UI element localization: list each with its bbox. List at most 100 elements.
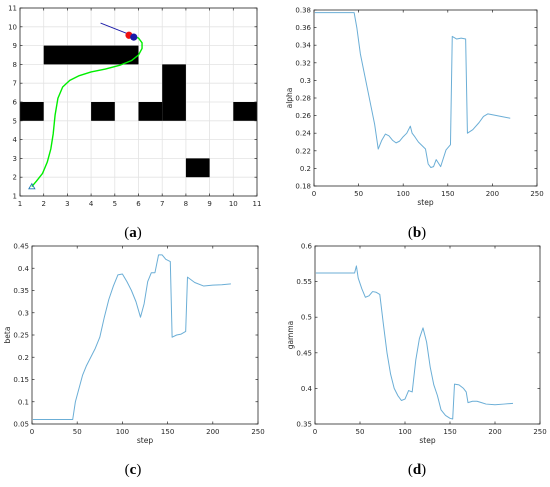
y-tick-label: 0.4 [18,265,30,273]
y-tick-label: 0.55 [296,278,312,286]
obstacle-5 [162,64,186,121]
x-tick-label: 0 [30,428,34,436]
y-tick-label: 0.3 [18,309,29,317]
x-tick-label: 2 [41,200,45,208]
y-tick-label: 0.32 [295,59,311,67]
axes-frame [314,245,541,425]
y-tick-label: 0.22 [295,147,311,155]
x-tick-label: 9 [207,200,211,208]
obstacle-2 [20,102,44,121]
panel-label-letter: c [130,462,137,478]
x-axis-label: step [417,198,433,207]
robot-path-line [31,35,143,188]
x-tick-label: 5 [113,200,117,208]
x-axis-label: step [137,436,153,445]
y-tick-label: 0.35 [296,421,312,429]
x-axis-label: step [419,436,435,445]
panel-label-open-paren: ( [408,462,413,478]
y-tick-label: 0.2 [300,165,311,173]
panel-label: (b) [408,225,426,241]
x-tick-label: 200 [206,428,219,436]
x-tick-label: 3 [65,200,69,208]
x-tick-label: 50 [356,428,365,436]
panel-label: (a) [124,225,142,241]
x-tick-label: 150 [441,190,454,198]
y-tick-label: 0.1 [18,398,29,406]
panel-label-open-paren: ( [408,225,413,241]
y-tick-label: 11 [8,5,17,13]
plot-area [32,246,258,424]
x-tick-label: 200 [488,428,501,436]
panel-label-close-paren: ) [421,225,426,241]
obstacle-6 [233,102,257,121]
panel-label-close-paren: ) [421,462,426,478]
robot-marker-blue [130,33,138,41]
x-tick-label: 100 [397,190,410,198]
y-tick-label: 0.25 [13,332,29,340]
y-tick-label: 2 [13,174,17,182]
y-axis-label: gamma [286,321,295,350]
x-tick-label: 200 [486,190,499,198]
y-tick-label: 0.05 [13,421,29,429]
y-tick-label: 0.24 [295,130,311,138]
y-tick-label: 0.6 [301,243,313,251]
y-tick-label: 0.18 [295,183,311,191]
x-tick-label: 0 [313,428,317,436]
x-tick-label: 100 [116,428,129,436]
series-line-1 [315,265,514,420]
x-tick-label: 50 [73,428,82,436]
beta-plot-panel: 0 50 100 150 200 250 0.05 0.1 0.15 0.2 0.25 0.3 0.35… [3,243,265,479]
y-tick-label: 0.5 [301,314,312,322]
obstacle-1 [43,45,139,65]
panel-label-letter: b [413,225,421,241]
y-tick-label: 0.34 [295,42,311,50]
y-tick-label: 0.35 [13,287,29,295]
y-tick-label: 0.26 [295,112,311,120]
panel-label-letter: d [413,462,422,478]
plot-area [314,10,537,186]
y-tick-label: 0.3 [300,77,311,85]
y-tick-label: 6 [13,99,18,107]
x-tick-label: 100 [398,428,411,436]
y-tick-label: 0.28 [295,95,311,103]
y-tick-label: 0.38 [295,7,311,15]
y-tick-label: 10 [8,23,17,31]
y-tick-label: 0.4 [301,385,313,393]
panel-label: (d) [408,462,426,478]
y-tick-label: 0.2 [18,354,29,362]
x-tick-label: 7 [160,200,164,208]
panel-label: (c) [125,462,142,478]
y-axis-label: alpha [285,88,294,109]
x-tick-label: 50 [354,190,363,198]
panel-label-letter: a [129,225,137,241]
x-tick-label: 6 [136,200,141,208]
y-tick-label: 0.45 [13,243,29,251]
series-line-1 [314,12,511,169]
x-tick-label: 250 [530,190,543,198]
gamma-plot-panel: 0 50 100 150 200 250 0.35 0.4 0.45 0.5 0.55 0.6 step… [286,243,547,479]
panel-label-close-paren: ) [136,462,141,478]
x-tick-label: 1 [18,200,22,208]
start-marker [28,182,36,190]
alpha-plot-panel: 0 50 100 150 200 250 0.18 0.2 0.22 0.24 0.26 0.28 0.… [285,7,544,242]
obstacle-4 [138,102,163,121]
y-tick-label: 3 [13,155,17,163]
series-line-1 [32,254,231,421]
y-axis-label: beta [3,327,12,344]
y-tick-label: 4 [13,136,18,144]
y-tick-label: 7 [13,80,17,88]
x-tick-label: 150 [443,428,456,436]
y-tick-label: 0.45 [296,349,312,357]
x-tick-label: 250 [533,428,546,436]
y-tick-label: 9 [13,42,17,50]
y-tick-label: 5 [13,117,17,125]
x-tick-label: 150 [161,428,174,436]
panel-label-open-paren: ( [125,462,130,478]
y-tick-label: 1 [13,193,17,201]
panel-label-close-paren: ) [137,225,142,241]
x-tick-label: 4 [89,200,94,208]
y-tick-label: 0.15 [13,376,29,384]
obstacle-3 [91,102,115,121]
